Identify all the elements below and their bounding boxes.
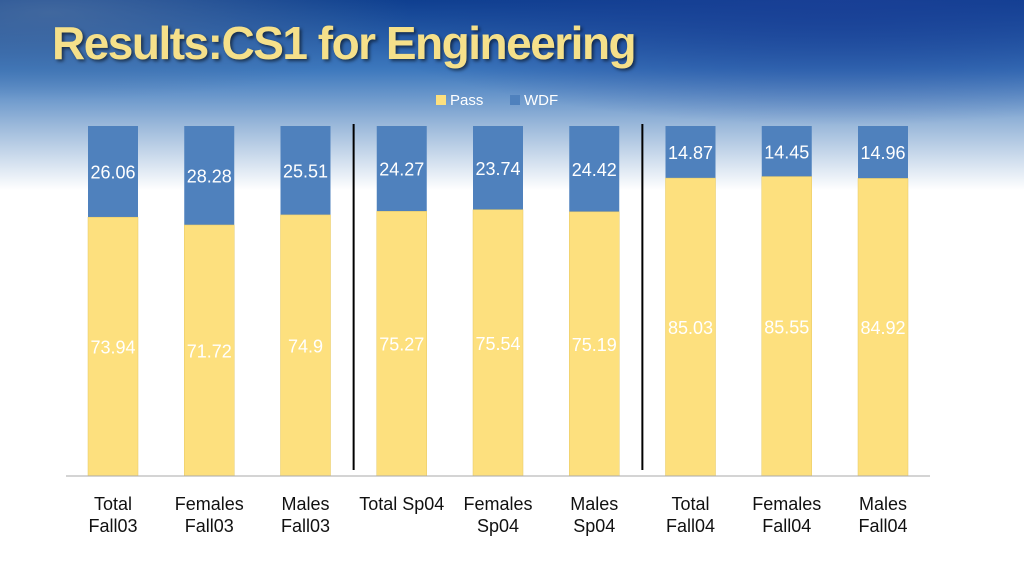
value-label-wdf-5: 24.42 xyxy=(572,160,617,180)
bar-wdf-1 xyxy=(184,126,235,225)
value-label-wdf-3: 24.27 xyxy=(379,160,424,180)
bar-wdf-3 xyxy=(376,126,427,212)
bar-wdf-6 xyxy=(665,126,716,179)
bar-pass-3 xyxy=(376,211,427,477)
category-labels: TotalFall03FemalesFall03MalesFall03Total… xyxy=(88,494,907,536)
value-label-pass-1: 71.72 xyxy=(187,341,232,361)
value-label-pass-7: 85.55 xyxy=(764,317,809,337)
value-label-pass-3: 75.27 xyxy=(379,335,424,355)
bar-wdf-7 xyxy=(761,126,812,177)
value-label-pass-4: 75.54 xyxy=(475,334,520,354)
category-label-5-0: Males xyxy=(570,494,618,514)
value-label-pass-6: 85.03 xyxy=(668,318,713,338)
bar-pass-1 xyxy=(184,224,235,477)
category-label-4-0: Females xyxy=(463,494,532,514)
value-label-wdf-6: 14.87 xyxy=(668,143,713,163)
category-label-8-1: Fall04 xyxy=(858,516,907,536)
bar-pass-8 xyxy=(857,178,909,477)
bar-wdf-4 xyxy=(473,126,523,210)
category-label-0-1: Fall03 xyxy=(88,516,137,536)
value-label-wdf-0: 26.06 xyxy=(90,163,135,183)
category-label-6-1: Fall04 xyxy=(666,516,715,536)
bar-wdf-2 xyxy=(280,126,331,215)
bar-pass-7 xyxy=(761,176,812,477)
legend-swatch-0 xyxy=(436,95,446,105)
category-label-7-0: Females xyxy=(752,494,821,514)
category-label-1-0: Females xyxy=(175,494,244,514)
bar-pass-2 xyxy=(280,214,331,477)
legend-swatch-1 xyxy=(510,95,520,105)
bar-wdf-0 xyxy=(88,126,138,218)
bar-wdf-5 xyxy=(569,126,620,212)
bar-pass-5 xyxy=(569,211,620,477)
category-label-2-0: Males xyxy=(281,494,329,514)
legend-label-1: WDF xyxy=(524,92,558,109)
chart-legend: Pass WDF xyxy=(436,92,558,109)
bar-pass-0 xyxy=(87,216,139,477)
category-label-8-0: Males xyxy=(859,494,907,514)
page-title: Results:CS1 for Engineering xyxy=(52,17,637,69)
category-label-5-1: Sp04 xyxy=(573,516,615,536)
value-label-wdf-8: 14.96 xyxy=(860,143,905,163)
chart-bars: 26.06 73.94 28.28 71.72 25.51 74.9 24.27 75.27 2… xyxy=(87,126,909,477)
value-label-wdf-7: 14.45 xyxy=(764,142,809,162)
group-dividers xyxy=(352,124,644,470)
category-label-1-1: Fall03 xyxy=(185,516,234,536)
bar-pass-6 xyxy=(665,177,716,477)
category-label-7-1: Fall04 xyxy=(762,516,811,536)
category-label-4-1: Sp04 xyxy=(477,516,519,536)
value-label-wdf-1: 28.28 xyxy=(187,166,232,186)
bar-pass-4 xyxy=(472,209,524,477)
value-label-pass-2: 74.9 xyxy=(288,336,323,356)
category-label-6-0: Total xyxy=(671,494,709,514)
value-label-wdf-4: 23.74 xyxy=(475,159,520,179)
category-label-0-0: Total xyxy=(94,494,132,514)
value-label-pass-5: 75.19 xyxy=(572,335,617,355)
legend-label-0: Pass xyxy=(450,92,483,109)
category-label-2-1: Fall03 xyxy=(281,516,330,536)
value-label-wdf-2: 25.51 xyxy=(283,161,328,181)
category-label-3-0: Total Sp04 xyxy=(359,494,444,514)
value-label-pass-0: 73.94 xyxy=(90,338,135,358)
bar-wdf-8 xyxy=(858,126,908,179)
value-label-pass-8: 84.92 xyxy=(860,318,905,338)
